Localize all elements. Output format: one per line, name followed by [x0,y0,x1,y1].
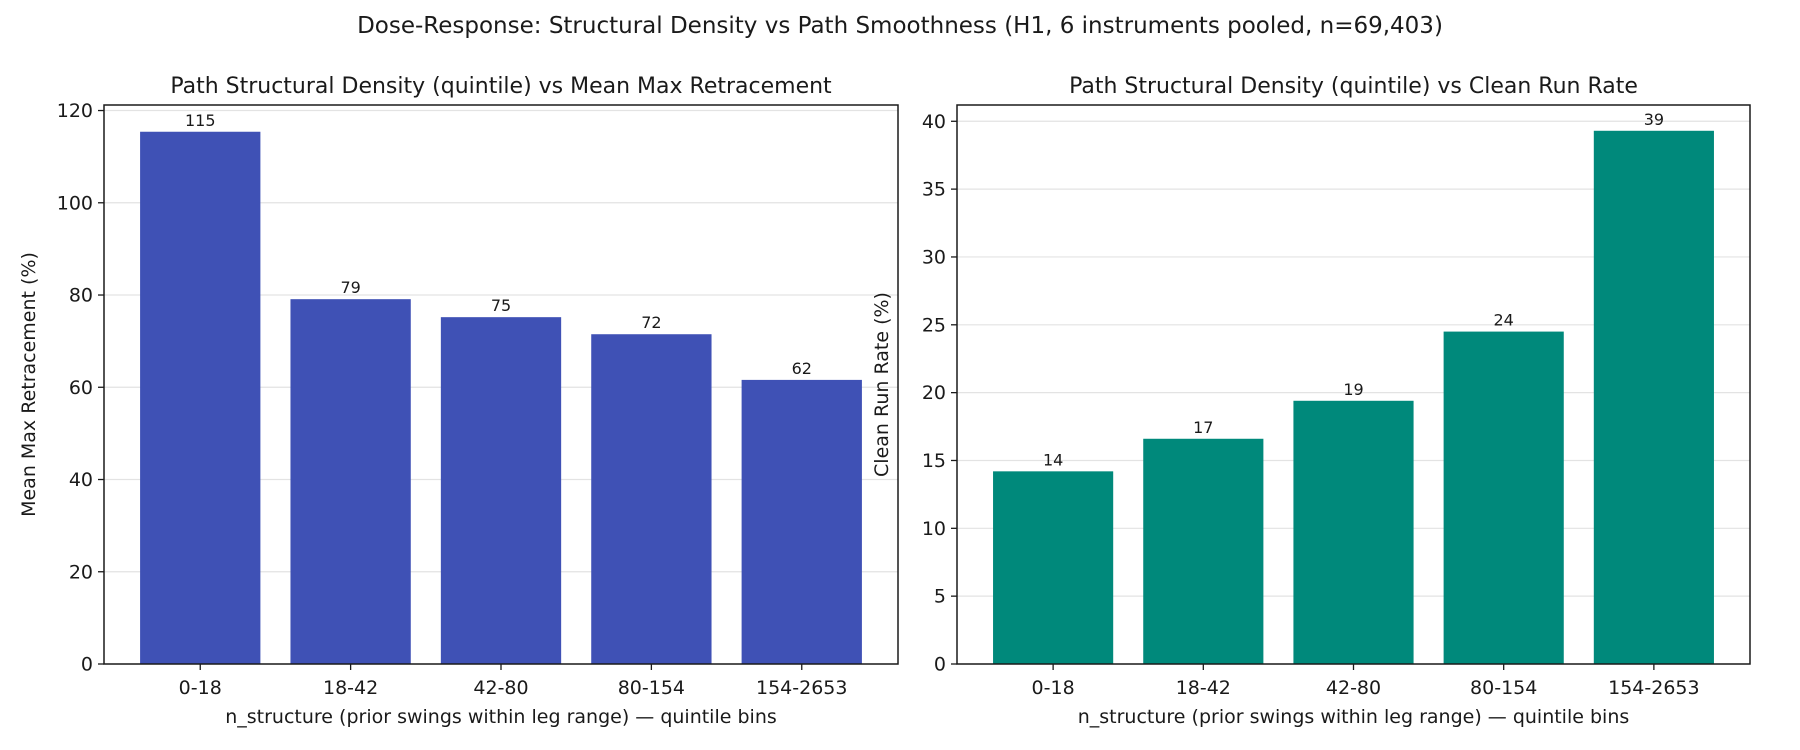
x-tick-label: 154-2653 [1608,677,1699,699]
x-tick-label: 18-42 [323,677,378,699]
bar-value-label: 39 [1644,110,1664,129]
y-tick-label: 0 [81,654,93,676]
figure-title: Dose-Response: Structural Density vs Pat… [357,13,1443,39]
x-tick-label: 0-18 [179,677,222,699]
y-tick-label: 20 [69,561,93,583]
x-tick-label: 80-154 [1470,677,1537,699]
y-tick-label: 100 [57,192,93,214]
y-tick-label: 30 [922,246,946,268]
bar-value-label: 17 [1193,418,1213,437]
y-axis-label: Clean Run Rate (%) [871,292,893,477]
right-chart-panel: 14 17 19 24 39 0 5 10 15 20 25 30 35 40 0-18 18-42 42-80… [871,74,1751,728]
chart-title: Path Structural Density (quintile) vs Me… [170,74,832,99]
chart-title: Path Structural Density (quintile) vs Cl… [1069,74,1638,99]
bar-0-18 [140,131,261,664]
x-tick-label: 42-80 [1326,677,1381,699]
bar-80-154 [1443,331,1564,664]
x-tick-label: 0-18 [1032,677,1075,699]
bar-154-2653 [741,379,862,664]
x-axis-label: n_structure (prior swings within leg ran… [225,706,777,728]
x-tick-label: 80-154 [618,677,685,699]
y-tick-label: 25 [922,314,946,336]
x-tick-label: 18-42 [1176,677,1231,699]
y-tick-label: 120 [57,100,93,122]
y-tick-label: 5 [934,586,946,608]
bar-value-label: 14 [1043,450,1063,469]
bar-value-label: 19 [1343,380,1363,399]
y-tick-label: 15 [922,450,946,472]
bar-value-label: 24 [1494,311,1514,330]
x-axis-label: n_structure (prior swings within leg ran… [1078,706,1630,728]
bar-18-42 [1143,438,1264,664]
y-tick-label: 40 [69,469,93,491]
y-tick-label: 10 [922,518,946,540]
bar-value-label: 72 [641,313,661,332]
bar-154-2653 [1593,130,1714,665]
y-tick-label: 0 [934,654,946,676]
bar-42-80 [440,317,562,664]
bar-value-label: 75 [491,296,511,315]
bar-value-label: 62 [792,359,812,378]
bar-value-label: 79 [340,278,360,297]
y-tick-label: 40 [922,111,946,133]
y-tick-label: 35 [922,179,946,201]
x-tick-label: 154-2653 [756,677,847,699]
bar-42-80 [1293,400,1414,664]
y-tick-label: 60 [69,377,93,399]
y-tick-label: 80 [69,285,93,307]
bar-value-label: 115 [185,111,216,130]
bar-18-42 [290,299,411,664]
y-axis-label: Mean Max Retracement (%) [18,252,40,517]
bar-80-154 [591,334,712,664]
y-tick-label: 20 [922,382,946,404]
bar-0-18 [993,471,1114,664]
x-tick-label: 42-80 [473,677,528,699]
left-chart-panel: 115 79 75 72 62 0 20 40 60 80 100 120 0-18 18-42 42-80… [18,74,899,728]
